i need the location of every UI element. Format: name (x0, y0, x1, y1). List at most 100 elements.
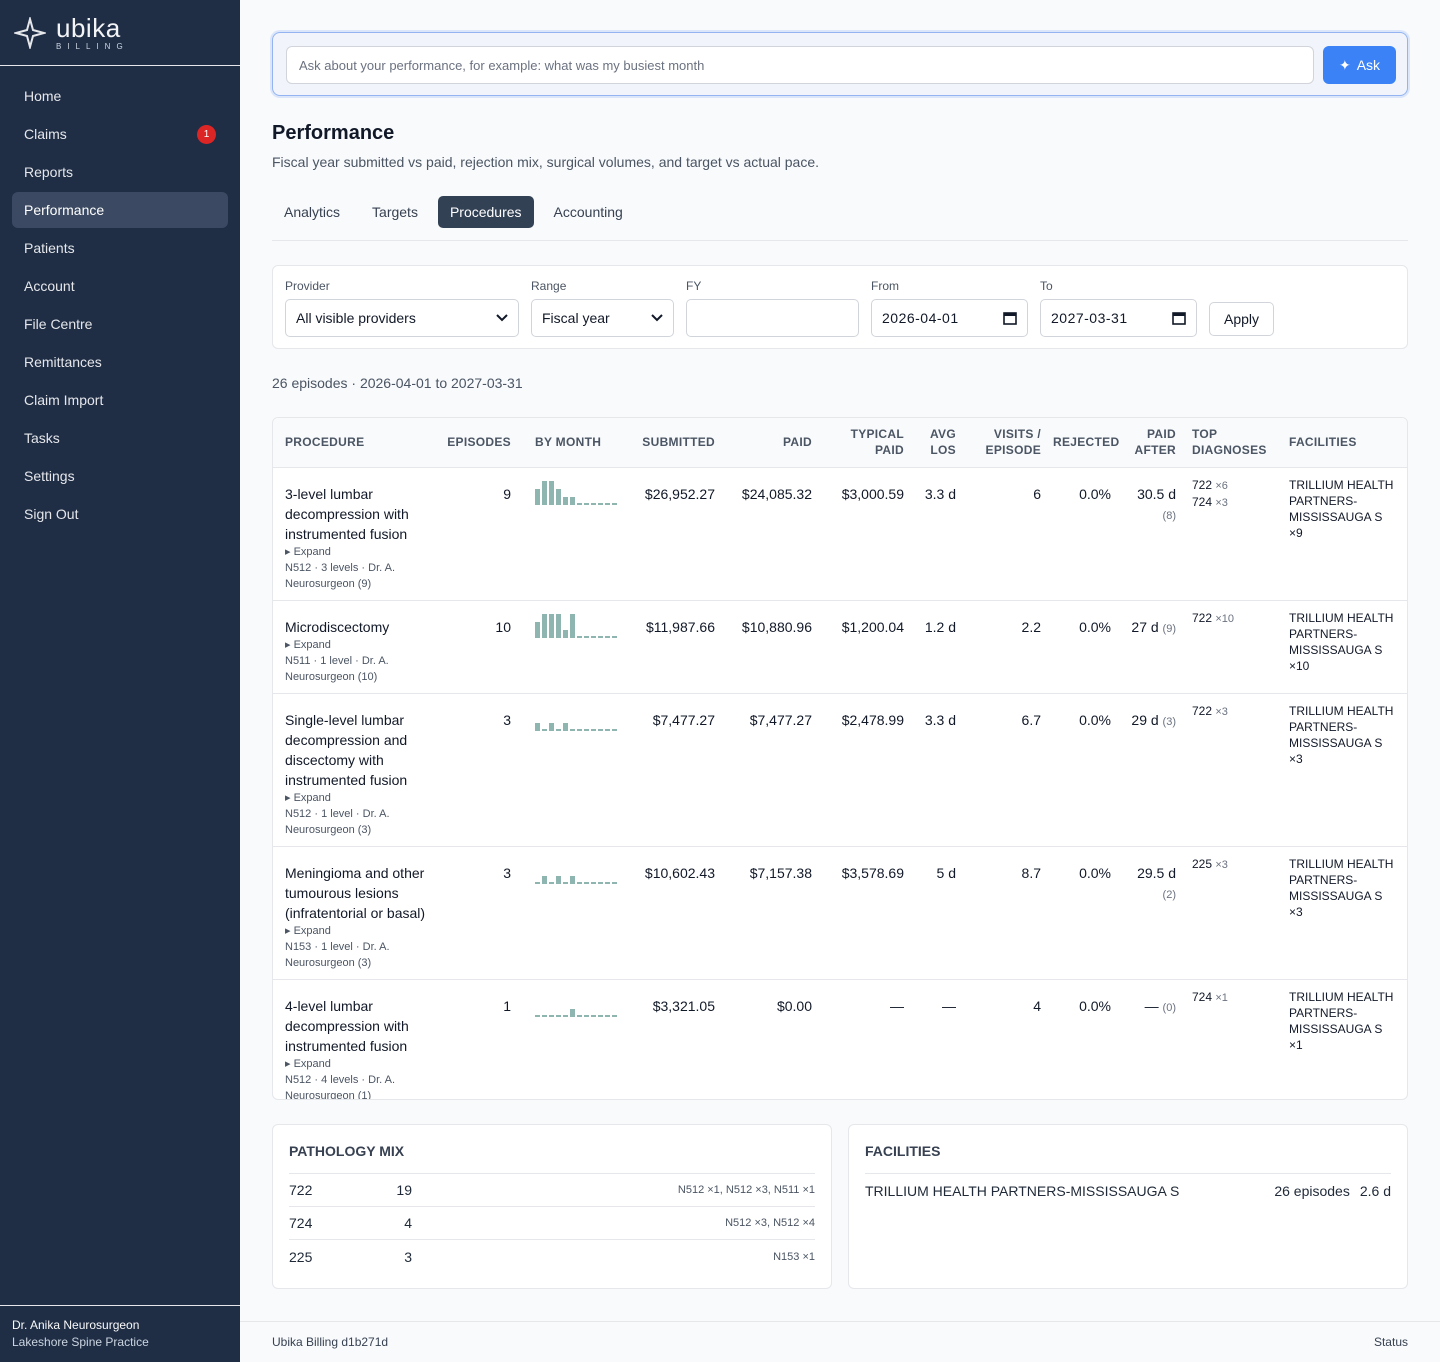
submitted-cell: $10,602.43 (619, 845, 721, 979)
col-episodes[interactable]: EPISODES (435, 418, 517, 468)
sidebar-item-home[interactable]: Home (12, 78, 228, 114)
provider-value: All visible providers (296, 310, 416, 326)
sidebar-item-account[interactable]: Account (12, 268, 228, 304)
rejected-cell: 0.0% (1079, 485, 1111, 502)
expand-toggle[interactable]: ▸ Expand (285, 545, 331, 558)
sidebar-item-patients[interactable]: Patients (12, 230, 228, 266)
month-bar (584, 635, 589, 638)
paid-cell: $24,085.32 (741, 485, 812, 502)
col-rejected[interactable]: REJECTED (1047, 418, 1119, 468)
month-bar (549, 881, 554, 884)
sidebar-item-performance[interactable]: Performance (12, 192, 228, 228)
status-link[interactable]: Status (1373, 1335, 1408, 1349)
fy-input[interactable] (686, 299, 859, 337)
col-paid-after[interactable]: PAID AFTER (1117, 418, 1182, 468)
by-month-sparkline (535, 480, 617, 505)
sidebar-item-file-centre[interactable]: File Centre (12, 306, 228, 342)
avg-los-cell: — (910, 978, 962, 1099)
sidebar-item-tasks[interactable]: Tasks (12, 420, 228, 456)
pathology-count: 19 (396, 1182, 412, 1198)
col-facilities[interactable]: FACILITIES (1279, 418, 1407, 468)
month-bar (556, 875, 561, 884)
paid-after-value: — (1144, 997, 1159, 1014)
month-bar (542, 480, 547, 505)
col-procedure[interactable]: PROCEDURE (273, 418, 435, 468)
provider-select[interactable]: All visible providers (285, 299, 519, 337)
col-visits[interactable]: VISITS / EPISODE (962, 418, 1047, 468)
sidebar-item-remittances[interactable]: Remittances (12, 344, 228, 380)
tab-accounting[interactable]: Accounting (553, 204, 623, 220)
sidebar-item-reports[interactable]: Reports (12, 154, 228, 190)
tab-analytics[interactable]: Analytics (284, 204, 341, 220)
table-row[interactable]: Microdiscectomy ▸ Expand N511 · 1 level · … (273, 599, 1407, 693)
avg-los-cell: 1.2 d (910, 599, 962, 693)
sidebar-item-sign-out[interactable]: Sign Out (12, 496, 228, 532)
expand-toggle[interactable]: ▸ Expand (285, 924, 331, 937)
pathology-row: 724 4 N512 ×3, N512 ×4 (289, 1207, 815, 1240)
ask-button[interactable]: ✦ Ask (1323, 46, 1396, 84)
facility-name: TRILLIUM HEALTH PARTNERS-MISSISSAUGA S (1289, 856, 1394, 903)
tab-procedures[interactable]: Procedures (437, 196, 534, 228)
calendar-icon[interactable] (1172, 311, 1186, 325)
paid-after-count: (8) (1162, 509, 1176, 522)
col-avg-los[interactable]: AVG LOS (910, 418, 962, 468)
submitted-cell: $11,987.66 (619, 599, 721, 693)
paid-after-cell: 29 d (3) (1117, 692, 1182, 846)
to-date-input[interactable]: 2027-03-31 (1040, 299, 1197, 337)
col-submitted[interactable]: SUBMITTED (619, 418, 721, 468)
table-row[interactable]: 3-level lumbar decompression with instru… (273, 467, 1407, 600)
sidebar-item-label: Claim Import (24, 392, 104, 408)
episodes-summary: 26 episodes · 2026-04-01 to 2027-03-31 (272, 375, 523, 391)
table-row[interactable]: 4-level lumbar decompression with instru… (273, 978, 1407, 1099)
logo[interactable]: ubika BILLING (0, 0, 240, 66)
range-select[interactable]: Fiscal year (531, 299, 674, 337)
facility-name: TRILLIUM HEALTH PARTNERS-MISSISSAUGA S (865, 1182, 1180, 1199)
month-bar (612, 881, 617, 884)
month-bar (535, 881, 540, 884)
paid-after-cell: 30.5 d (8) (1117, 467, 1182, 600)
sidebar-item-claims[interactable]: Claims 1 (12, 116, 228, 152)
month-bar (549, 1014, 554, 1017)
diagnosis-count: ×6 (1215, 479, 1228, 492)
rejected-cell: 0.0% (1047, 692, 1117, 846)
month-bar (535, 621, 540, 638)
paid-after-cell: — (0) (1117, 978, 1182, 1099)
month-bar (535, 1014, 540, 1017)
by-month-cell (517, 599, 619, 693)
col-by-month[interactable]: BY MONTH (517, 418, 619, 468)
user-block[interactable]: Dr. Anika Neurosurgeon Lakeshore Spine P… (0, 1305, 240, 1362)
paid-cell: $10,880.96 (721, 599, 818, 693)
col-top-diagnoses[interactable]: TOP DIAGNOSES (1182, 418, 1279, 468)
month-bar (605, 635, 610, 638)
month-bar (598, 502, 603, 505)
expand-toggle[interactable]: ▸ Expand (285, 1057, 331, 1070)
ask-input[interactable] (286, 46, 1314, 84)
month-bar (556, 613, 561, 638)
table-row[interactable]: Meningioma and other tumourous lesions (… (273, 845, 1407, 979)
from-date-input[interactable]: 2026-04-01 (871, 299, 1028, 337)
diagnosis-count: ×10 (1215, 612, 1235, 625)
paid-cell: $0.00 (721, 978, 818, 1099)
procedure-cell: 4-level lumbar decompression with instru… (273, 978, 435, 1099)
expand-toggle[interactable]: ▸ Expand (285, 791, 331, 804)
tab-targets[interactable]: Targets (372, 204, 418, 220)
ask-button-label: Ask (1356, 57, 1381, 73)
facility-name: TRILLIUM HEALTH PARTNERS-MISSISSAUGA S (1289, 703, 1394, 750)
paid-after-value: 27 d (1131, 618, 1159, 635)
sidebar-item-claim-import[interactable]: Claim Import (12, 382, 228, 418)
month-bar (570, 613, 575, 638)
by-month-cell (517, 467, 619, 600)
procedures-table: PROCEDURE EPISODES BY MONTH SUBMITTED PA… (272, 417, 1408, 1100)
apply-button[interactable]: Apply (1209, 302, 1274, 336)
facility-count: ×1 (1289, 1037, 1303, 1052)
expand-toggle[interactable]: ▸ Expand (285, 638, 331, 651)
col-paid[interactable]: PAID (721, 418, 818, 468)
col-typical-paid[interactable]: TYPICAL PAID (818, 418, 910, 468)
procedure-name: Single-level lumbar decompression and di… (285, 711, 408, 788)
paid-cell: $7,157.38 (721, 845, 818, 979)
sidebar-item-settings[interactable]: Settings (12, 458, 228, 494)
calendar-icon[interactable] (1003, 311, 1017, 325)
by-month-sparkline (535, 1008, 617, 1017)
table-row[interactable]: Single-level lumbar decompression and di… (273, 692, 1407, 846)
filters-panel: Provider All visible providers Range Fis… (272, 265, 1408, 349)
